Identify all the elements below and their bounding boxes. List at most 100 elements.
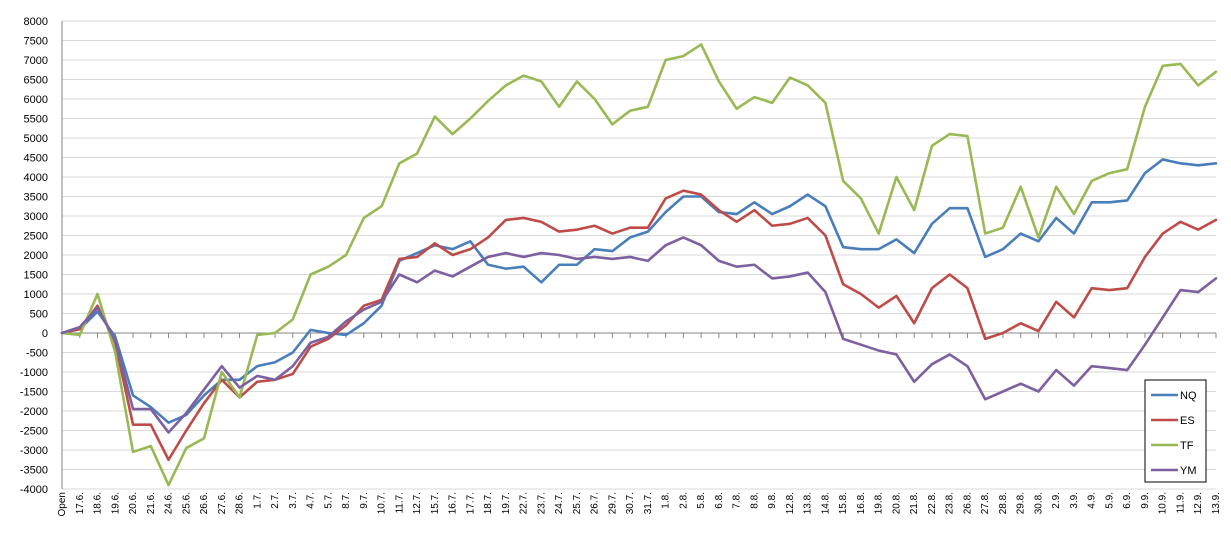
data-point-es	[576, 228, 578, 231]
y-tick-label: -2500	[20, 426, 48, 438]
data-point-ym	[469, 265, 472, 268]
data-point-es	[913, 322, 915, 325]
data-point-es	[558, 230, 560, 233]
data-point-nq	[753, 201, 756, 204]
x-tick-label: 9.9.	[1140, 492, 1151, 509]
data-point-tf	[505, 84, 507, 87]
data-point-tf	[1161, 65, 1164, 67]
data-point-es	[1073, 316, 1075, 319]
data-point-ym	[682, 236, 685, 239]
data-point-es	[1161, 232, 1164, 235]
data-point-nq	[149, 406, 152, 408]
x-tick-label: 4.7.	[306, 492, 317, 509]
data-point-tf	[416, 152, 418, 155]
data-point-ym	[700, 244, 702, 247]
data-point-tf	[327, 265, 330, 268]
data-point-es	[984, 338, 986, 340]
data-point-ym	[149, 408, 152, 410]
data-point-es	[1108, 289, 1111, 291]
data-point-es	[1037, 330, 1040, 332]
data-point-nq	[824, 205, 827, 208]
data-point-nq	[1161, 158, 1164, 161]
x-tick-label: 4.9.	[1087, 492, 1098, 509]
data-point-tf	[682, 55, 685, 57]
data-point-tf	[96, 293, 99, 295]
data-point-es	[167, 458, 170, 461]
data-point-tf	[984, 232, 986, 235]
data-point-ym	[718, 260, 720, 262]
x-tick-label: 17.6.	[75, 492, 86, 514]
data-point-nq	[984, 256, 986, 258]
data-point-tf	[167, 484, 170, 486]
y-tick-label: 6000	[24, 94, 48, 106]
data-point-tf	[877, 232, 880, 235]
data-point-nq	[522, 265, 525, 268]
data-point-es	[806, 217, 809, 219]
data-point-ym	[434, 269, 436, 272]
data-point-nq	[203, 394, 205, 397]
data-point-es	[1197, 228, 1200, 231]
x-tick-label: 24.7.	[554, 492, 565, 514]
data-point-es	[309, 345, 312, 348]
data-point-tf	[1055, 185, 1058, 188]
data-point-tf	[753, 96, 756, 98]
y-tick-label: 3500	[24, 192, 48, 204]
data-point-nq	[469, 240, 472, 243]
data-point-nq	[238, 379, 241, 381]
data-point-nq	[380, 304, 383, 307]
data-point-tf	[806, 84, 809, 87]
x-tick-label: Open	[57, 492, 68, 516]
data-point-nq	[416, 252, 418, 254]
data-point-ym	[895, 353, 898, 356]
y-tick-label: -3500	[20, 465, 48, 477]
x-tick-label: 25.6.	[181, 492, 192, 514]
data-point-nq	[451, 248, 454, 250]
data-point-ym	[380, 301, 383, 303]
data-point-ym	[771, 277, 773, 280]
data-point-ym	[558, 254, 560, 256]
data-point-nq	[1037, 240, 1040, 243]
data-point-ym	[309, 341, 312, 344]
x-tick-label: 13.9.	[1211, 492, 1222, 514]
y-tick-label: 5000	[24, 133, 48, 145]
data-point-ym	[593, 256, 596, 258]
y-tick-label: 2500	[24, 231, 48, 243]
data-point-tf	[913, 209, 915, 211]
data-point-tf	[114, 351, 117, 354]
x-tick-label: 26.8.	[962, 492, 973, 514]
data-point-ym	[540, 252, 543, 254]
data-point-es	[327, 338, 330, 340]
data-point-tf	[824, 102, 827, 104]
data-point-ym	[877, 349, 880, 352]
data-point-tf	[629, 109, 631, 112]
x-tick-label: 19.8.	[874, 492, 885, 514]
data-point-nq	[132, 394, 134, 397]
data-point-ym	[363, 308, 365, 311]
data-point-nq	[842, 246, 844, 248]
x-tick-label: 1.7.	[252, 492, 263, 509]
y-tick-label: 500	[30, 309, 48, 321]
y-tick-label: -1000	[20, 367, 48, 379]
x-tick-label: 31.7.	[643, 492, 654, 514]
data-point-ym	[913, 380, 915, 383]
data-point-ym	[416, 281, 418, 284]
data-point-ym	[1161, 316, 1164, 319]
data-point-ym	[1108, 367, 1111, 369]
x-tick-label: 25.7.	[572, 492, 583, 514]
x-tick-label: 13.8.	[803, 492, 814, 514]
data-point-ym	[167, 431, 170, 434]
data-point-nq	[540, 281, 543, 284]
data-point-ym	[860, 343, 862, 346]
x-tick-label: 18.6.	[93, 492, 104, 514]
x-tick-label: 9.8.	[767, 492, 778, 509]
x-tick-label: 9.7.	[359, 492, 370, 509]
data-point-ym	[96, 306, 99, 309]
data-point-tf	[309, 273, 312, 276]
legend-label-nq: NQ	[1180, 390, 1197, 402]
data-point-tf	[345, 254, 347, 256]
data-point-es	[611, 232, 614, 235]
legend-label-es: ES	[1180, 415, 1195, 427]
data-point-nq	[292, 351, 294, 354]
data-point-es	[345, 324, 347, 327]
